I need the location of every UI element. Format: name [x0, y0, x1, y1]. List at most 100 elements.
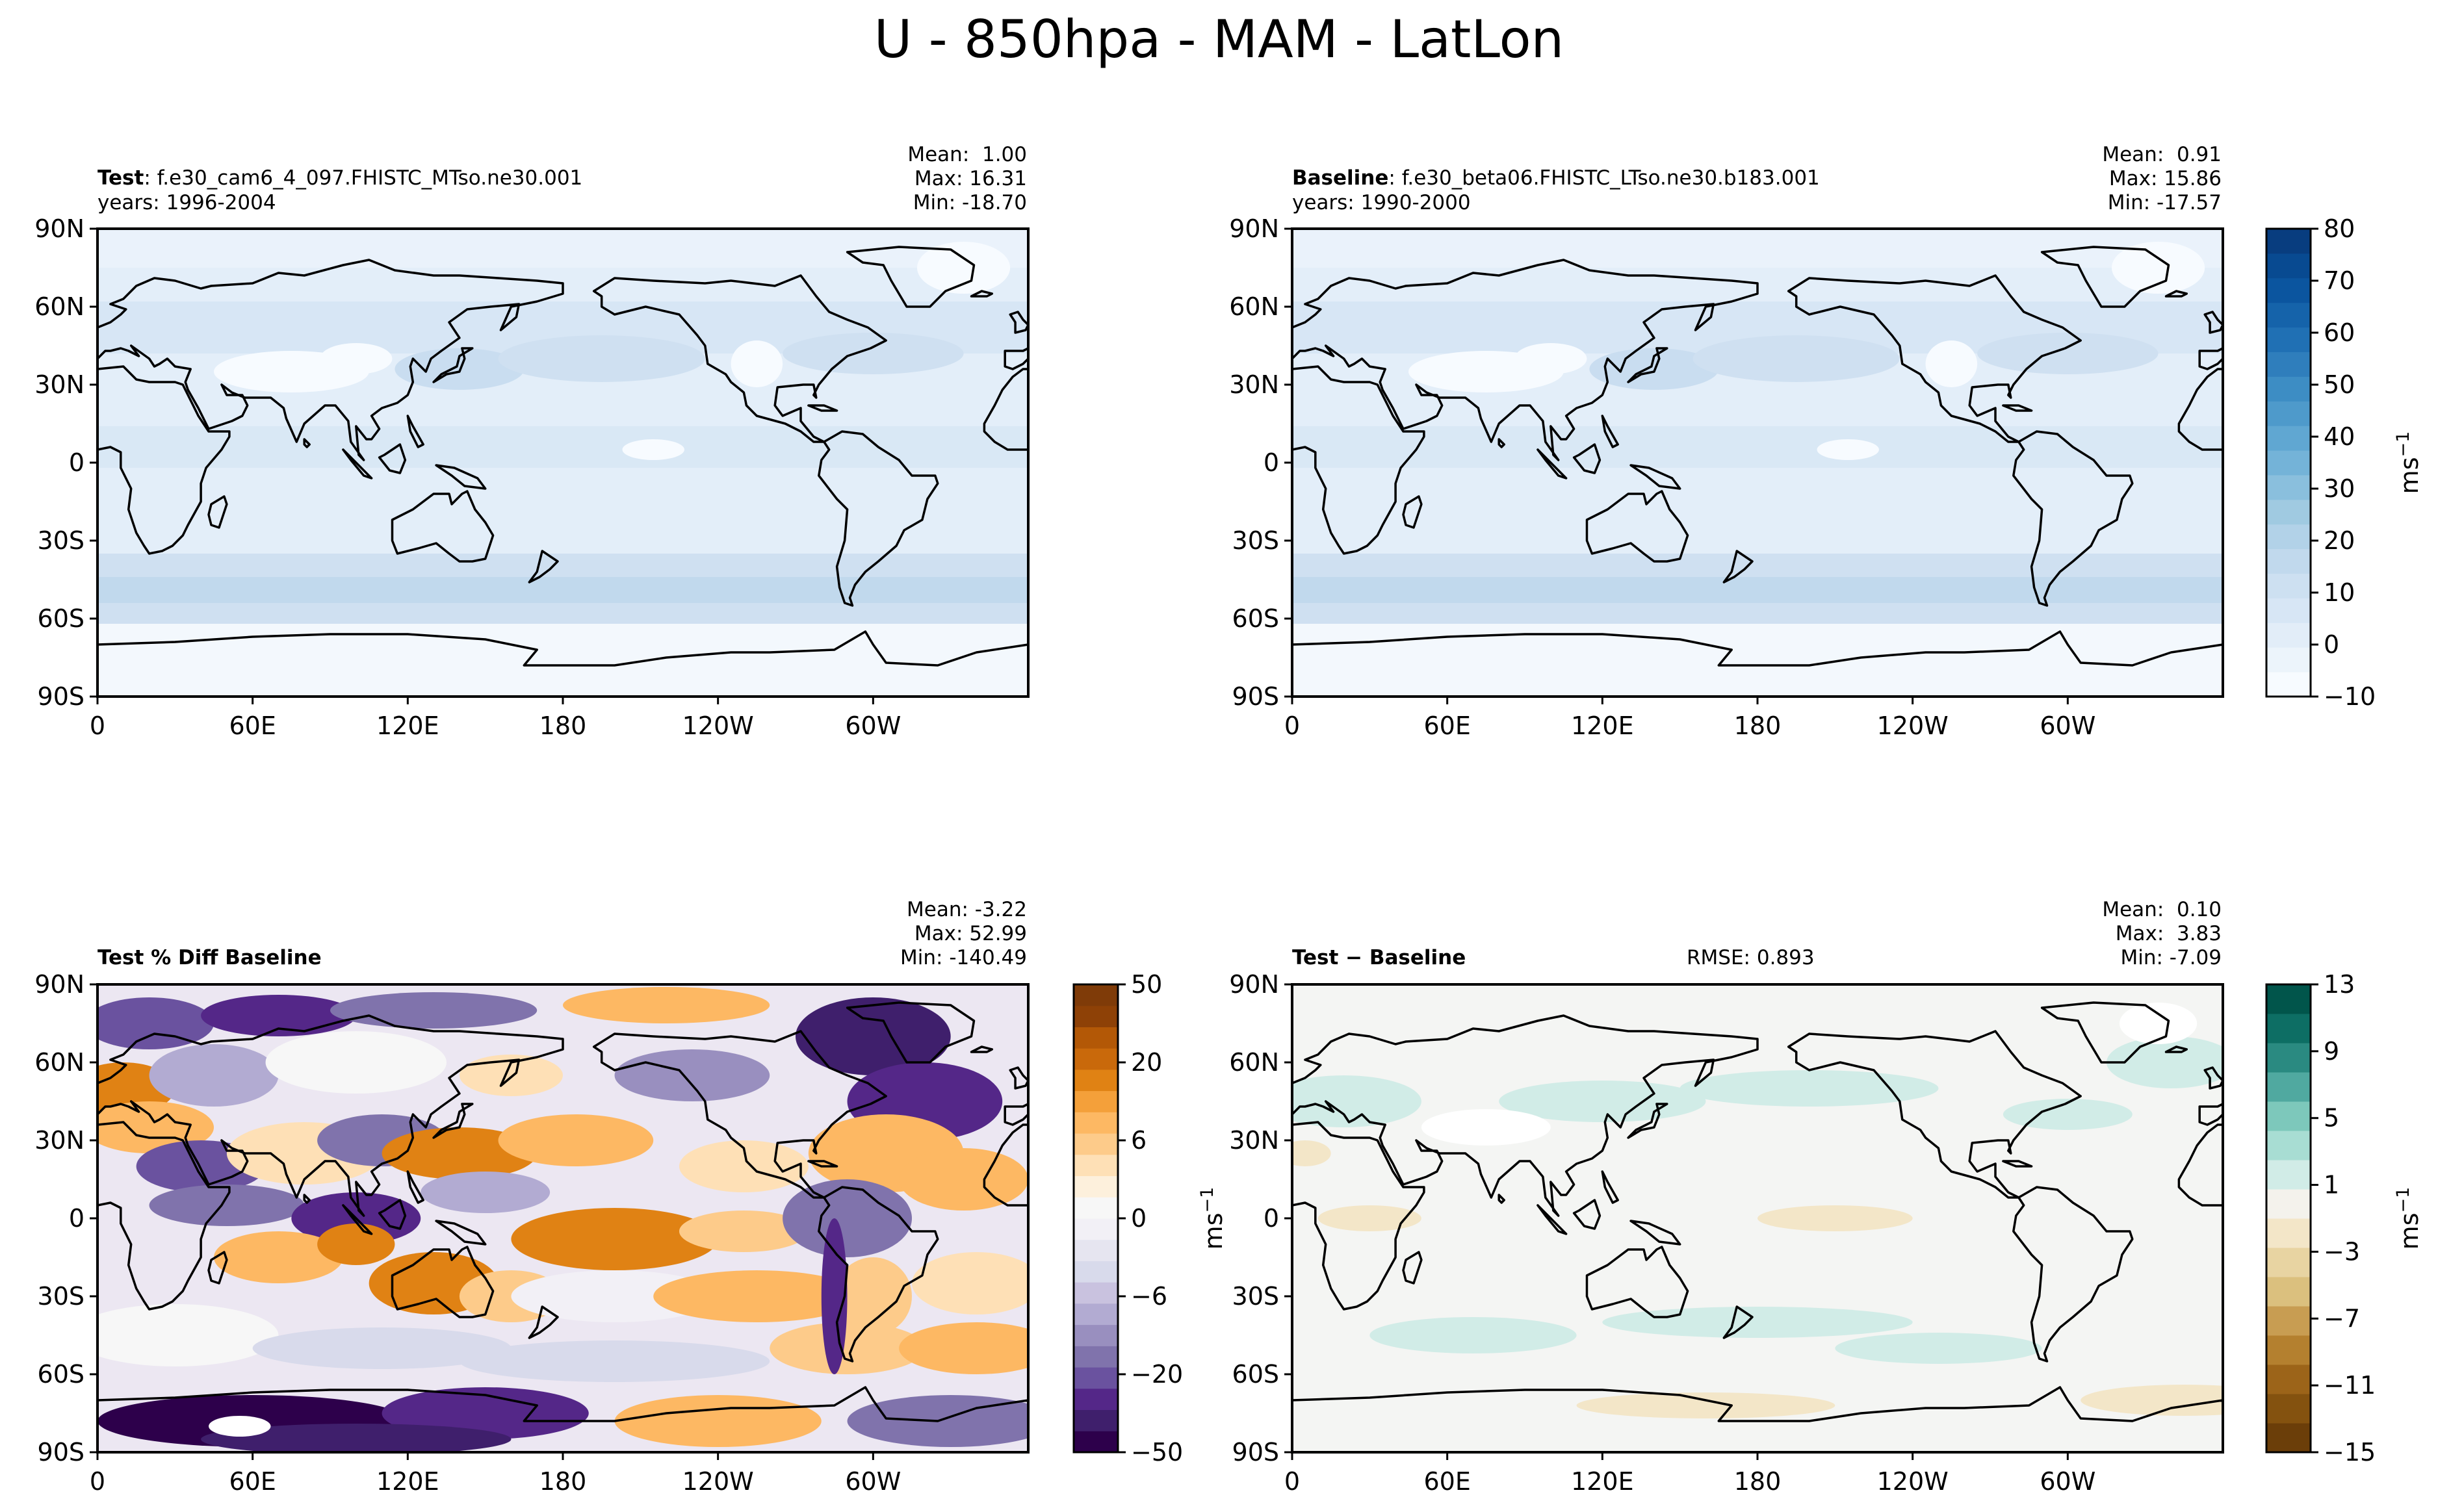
colorbar-main-swatch-5 — [2266, 548, 2311, 574]
xtick-label-pctdiff-5: 60W — [845, 1467, 901, 1496]
coastline-philippines — [1601, 415, 1619, 448]
colorbar-main-tick-label-8: 70 — [2324, 266, 2355, 295]
xtick-label-baseline-2: 120E — [1571, 711, 1634, 740]
pct-blob-21 — [421, 1172, 551, 1213]
diff-blob-6 — [1602, 1307, 1913, 1338]
pct-blob-19 — [149, 1185, 305, 1226]
colorbar-diff-tick-label-4: 1 — [2324, 1171, 2339, 1199]
coastline-greenland — [2040, 246, 2170, 308]
colorbar-main-tick-label-4: 30 — [2324, 474, 2355, 503]
xtick-label-baseline-0: 0 — [1284, 711, 1300, 740]
coastline-eurasia — [1292, 1014, 1759, 1217]
coastline-new-zealand — [528, 550, 559, 583]
coastline-japan — [432, 347, 474, 383]
colorbar-pct-unit: ms−1 — [1197, 1187, 1228, 1250]
coastline-iceland — [970, 1045, 994, 1053]
xtick-label-pctdiff-0: 0 — [90, 1467, 105, 1496]
colorbar-pct-swatch-18 — [1074, 1048, 1118, 1070]
coastline-greenland — [846, 1001, 976, 1064]
coastline-africa — [1292, 365, 1425, 555]
panel-test-header: Test: f.e30_cam6_4_097.FHISTC_MTso.ne30.… — [97, 166, 583, 190]
coastline-japan — [1627, 347, 1668, 383]
coastline-japan — [1627, 1103, 1668, 1139]
coastline-africa-west — [2177, 1123, 2223, 1207]
coastlines-diff — [1292, 1001, 2223, 1452]
coastline-sumatra — [342, 1204, 373, 1235]
colorbar-main-swatch-18 — [2266, 229, 2311, 254]
panel-pctdiff-max: Max: 52.99 — [914, 922, 1027, 945]
coastline-antarctica — [97, 1386, 1028, 1452]
diff-blob-5 — [1369, 1317, 1577, 1353]
colorbar-pct-swatch-2 — [1074, 1388, 1118, 1411]
pct-blob-1 — [201, 995, 356, 1036]
colorbar-pct-swatch-11 — [1074, 1197, 1118, 1219]
colorbar-main-tick-label-3: 20 — [2324, 526, 2355, 555]
xtick-label-test-2: 120E — [376, 711, 439, 740]
colorbar-pct: −50 −20 −6 0 6 20 50 ms−1 — [1072, 970, 1228, 1467]
pct-blob-7 — [265, 1031, 447, 1094]
band-jet-south — [97, 577, 1028, 603]
colorbar-main-frame — [2265, 227, 2312, 698]
pct-blob-33 — [912, 1252, 1028, 1314]
coastlines-baseline — [1292, 246, 2223, 697]
colorbar-main-swatch-3 — [2266, 598, 2311, 623]
colorbar-diff-unit: ms−1 — [2393, 1187, 2424, 1250]
colorbar-pct-tick-label-6: 50 — [1131, 970, 1162, 999]
coastline-north-america — [592, 1030, 887, 1199]
coastline-sumatra — [1537, 448, 1568, 480]
xtick-label-test-3: 180 — [539, 711, 587, 740]
ytick-label-diff-2: 30N — [1229, 1126, 1279, 1155]
colorbar-pct-swatch-20 — [1074, 1005, 1118, 1027]
diff-blob-8 — [1317, 1205, 1421, 1231]
colorbar-main-tick-label-9: 80 — [2324, 214, 2355, 243]
colorbar-pct-swatch-10 — [1074, 1218, 1118, 1240]
blob-greenland — [916, 242, 1011, 294]
coastline-madagascar — [1402, 1251, 1423, 1285]
coastline-borneo — [1572, 1199, 1602, 1230]
coastline-new-guinea — [435, 1220, 487, 1246]
figure-title: U - 850hpa - MAM - LatLon — [874, 9, 1564, 70]
coastline-antarctica — [1292, 1386, 2223, 1452]
ytick-label-diff-1: 60N — [1229, 1048, 1279, 1077]
pct-blob-25 — [899, 1148, 1028, 1211]
coastline-uk — [2203, 311, 2223, 334]
colorbar-diff-tick-label-0: −15 — [2324, 1438, 2376, 1467]
colorbar-pct-tick-label-1: −20 — [1131, 1360, 1183, 1389]
panel-test-years: years: 1996-2004 — [97, 191, 276, 214]
colorbar-pct-swatch-13 — [1074, 1154, 1118, 1177]
blob-jet-atlantic — [783, 333, 964, 374]
band-antarctic — [97, 624, 1028, 697]
pct-blob-3 — [563, 987, 770, 1023]
coastline-uk — [2203, 1066, 2223, 1090]
xtick-label-baseline-3: 180 — [1734, 711, 1782, 740]
colorbar-diff-tick-label-3: −3 — [2324, 1237, 2360, 1266]
colorbar-pct-tick-label-5: 20 — [1131, 1048, 1162, 1077]
panel-pctdiff-label: Test % Diff Baseline — [97, 946, 322, 969]
coastline-cuba — [807, 404, 838, 412]
coastline-cuba — [2002, 404, 2033, 412]
colorbar-main-swatch-17 — [2266, 253, 2311, 279]
xtick-label-diff-4: 120W — [1877, 1467, 1949, 1496]
colorbar-pct-swatch-9 — [1074, 1239, 1118, 1261]
colorbar-pct-swatch-7 — [1074, 1282, 1118, 1304]
ytick-label-test-0: 90N — [34, 214, 84, 243]
xtick-label-diff-3: 180 — [1734, 1467, 1782, 1496]
coastline-borneo — [1572, 443, 1602, 474]
diff-blob-9 — [1757, 1205, 1913, 1231]
colorbar-diff-swatch-12 — [2266, 1072, 2311, 1102]
coastline-cuba — [2002, 1160, 2033, 1168]
ytick-label-test-2: 30N — [34, 370, 84, 399]
colorbar-pct-tick-label-4: 6 — [1131, 1126, 1147, 1155]
coastline-uk — [1009, 1066, 1028, 1090]
colorbar-diff-tick-label-7: 13 — [2324, 970, 2355, 999]
colorbar-pct-tick-label-2: −6 — [1131, 1282, 1167, 1311]
xtick-label-diff-1: 60E — [1423, 1467, 1470, 1496]
ytick-label-pctdiff-4: 30S — [38, 1282, 84, 1311]
coastline-eurasia — [97, 1014, 564, 1217]
coastline-greenland — [846, 246, 976, 308]
coastline-sri-lanka — [303, 438, 311, 448]
colorbar-pct-swatch-19 — [1074, 1027, 1118, 1049]
panel-baseline-label: Baseline — [1292, 166, 1389, 190]
panel-diff-rmse: RMSE: 0.893 — [1687, 946, 1815, 969]
panel-test-mean: Mean: 1.00 — [907, 143, 1027, 166]
